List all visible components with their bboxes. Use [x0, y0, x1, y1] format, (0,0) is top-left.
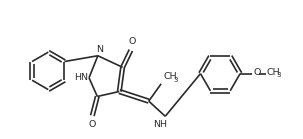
Text: O: O	[89, 120, 96, 129]
Text: CH: CH	[267, 68, 280, 77]
Text: 3: 3	[276, 72, 281, 78]
Text: HN: HN	[74, 73, 88, 82]
Text: NH: NH	[153, 120, 167, 129]
Text: 3: 3	[174, 77, 178, 83]
Text: N: N	[96, 44, 103, 54]
Text: O: O	[253, 68, 261, 77]
Text: CH: CH	[163, 72, 177, 81]
Text: O: O	[128, 37, 136, 46]
